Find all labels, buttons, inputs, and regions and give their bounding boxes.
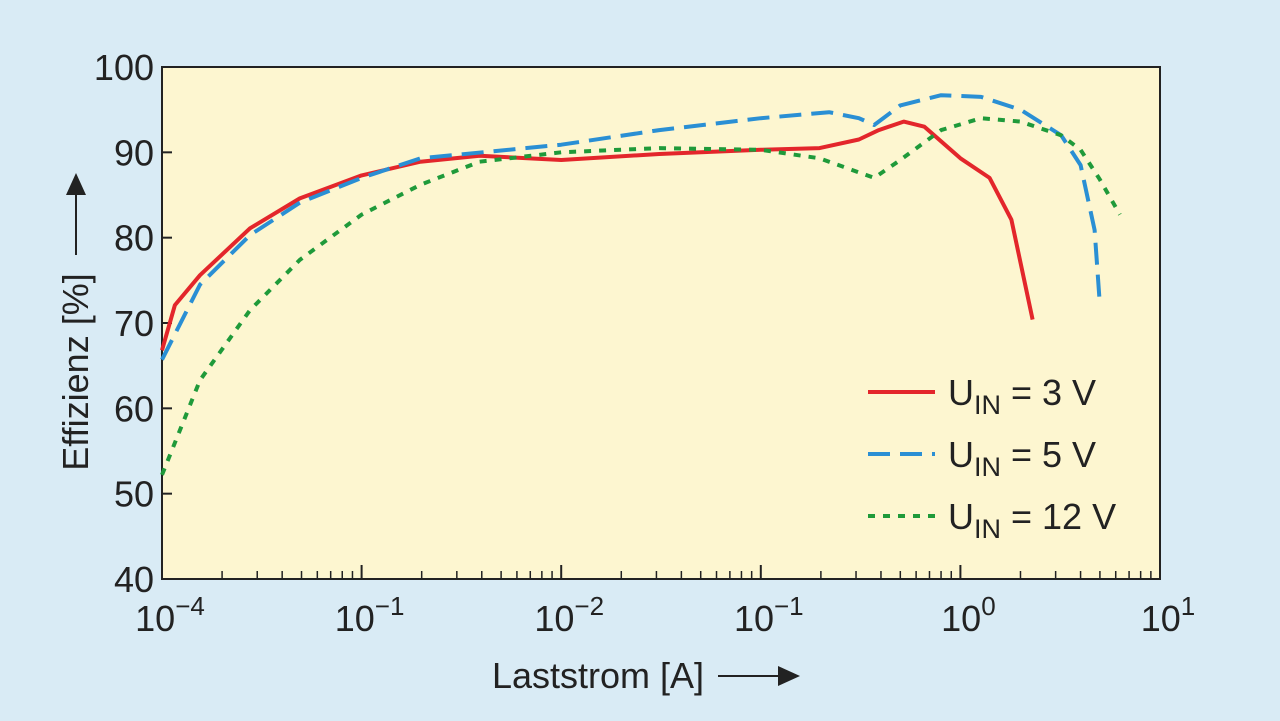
x-tick-label: 10−1 <box>734 591 804 639</box>
y-tick-label: 80 <box>114 218 154 259</box>
y-axis-arrow <box>66 173 86 255</box>
x-tick-label: 10−2 <box>534 591 604 639</box>
legend-label: UIN = 5 V <box>948 434 1096 482</box>
legend-label: UIN = 3 V <box>948 372 1096 420</box>
y-tick-label: 50 <box>114 474 154 515</box>
y-tick-label: 90 <box>114 132 154 173</box>
x-tick-label: 101 <box>1141 591 1196 639</box>
y-tick-label: 70 <box>114 303 154 344</box>
x-axis-arrow <box>718 666 800 686</box>
series-line <box>160 116 1122 476</box>
y-tick-label: 60 <box>114 388 154 429</box>
series-line <box>160 93 1102 361</box>
y-tick-label: 40 <box>114 559 154 600</box>
series-line <box>160 119 1035 351</box>
x-tick-label: 100 <box>941 591 996 639</box>
x-tick-label: 10−1 <box>335 591 405 639</box>
legend-label: UIN = 12 V <box>948 496 1116 544</box>
y-tick-label: 100 <box>94 47 154 88</box>
x-axis-label: Laststrom [A] <box>492 655 704 696</box>
x-tick-label: 10−4 <box>135 591 205 639</box>
y-axis-label: Effizienz [%] <box>55 273 96 470</box>
